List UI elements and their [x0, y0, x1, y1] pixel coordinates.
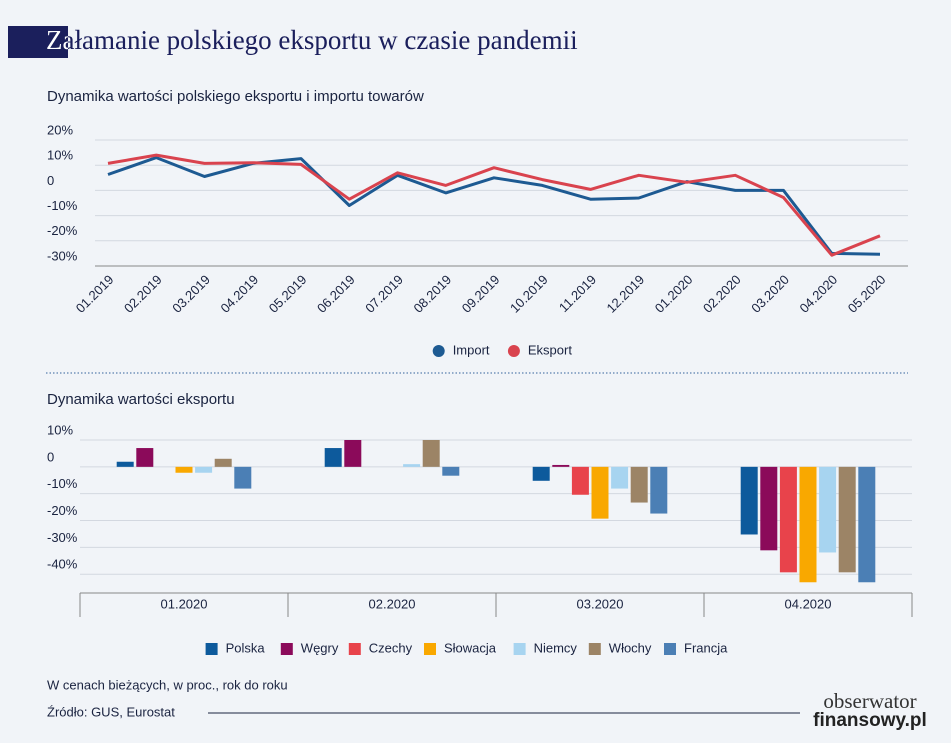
legend-marker — [348, 643, 361, 655]
chart-title: Dynamika wartości eksportu — [47, 391, 235, 408]
bar — [552, 464, 570, 467]
logo-bottom: finansowy.pl — [813, 710, 927, 731]
x-tick-label: 01.2020 — [161, 596, 208, 611]
legend-label: Czechy — [369, 640, 413, 655]
bar — [650, 466, 668, 514]
bar — [324, 448, 342, 467]
page-title: Załamanie polskiego eksportu w czasie pa… — [46, 25, 578, 55]
legend-marker — [280, 643, 293, 655]
y-tick-label: -10% — [47, 476, 78, 491]
source: Źródło: GUS, Eurostat — [47, 704, 175, 719]
bar — [630, 466, 648, 503]
bar — [779, 466, 797, 573]
legend-marker — [588, 643, 601, 655]
legend-label: Węgry — [301, 640, 339, 655]
y-tick-label: -20% — [47, 503, 78, 518]
bar — [760, 466, 778, 551]
bar — [611, 466, 629, 489]
bar — [116, 461, 134, 467]
bar — [838, 466, 856, 573]
bar — [234, 466, 252, 489]
bar — [740, 466, 758, 535]
x-tick-label: 03.2020 — [577, 596, 624, 611]
legend-label: Polska — [226, 640, 266, 655]
legend-label: Niemcy — [534, 640, 578, 655]
line-series — [107, 156, 881, 256]
legend-label: Import — [453, 342, 490, 357]
legend-label: Francja — [684, 640, 728, 655]
x-tick-label: 02.2020 — [369, 596, 416, 611]
legend-label: Słowacja — [444, 640, 497, 655]
legend-marker — [664, 643, 676, 655]
y-tick-label: -10% — [47, 198, 78, 213]
bar — [532, 466, 550, 481]
y-tick-label: 20% — [47, 122, 73, 137]
legend-marker — [432, 345, 445, 357]
y-tick-label: -20% — [47, 223, 78, 238]
bar — [799, 466, 817, 583]
y-tick-label: -30% — [47, 248, 78, 263]
bar — [195, 466, 213, 473]
y-tick-label: -30% — [47, 530, 78, 545]
title-block — [8, 26, 68, 58]
y-tick-label: -40% — [47, 557, 78, 572]
bar — [136, 448, 154, 467]
bar — [422, 440, 440, 467]
line-series — [107, 153, 881, 257]
y-tick-label: 0 — [47, 173, 54, 188]
bar — [819, 466, 837, 553]
bar — [403, 464, 421, 467]
chart-title: Dynamika wartości polskiego eksportu i i… — [47, 88, 424, 105]
y-tick-label: 10% — [47, 422, 73, 437]
bar — [214, 458, 232, 467]
bar — [571, 466, 589, 495]
footnote: W cenach bieżących, w proc., rok do roku — [47, 677, 288, 692]
x-tick-label: 04.2020 — [785, 596, 832, 611]
bar — [591, 466, 609, 519]
legend-label: Eksport — [528, 342, 572, 357]
logo-top: obserwator — [823, 689, 916, 713]
legend-marker — [507, 345, 520, 357]
legend-marker — [205, 643, 218, 655]
bar — [858, 466, 876, 583]
bar — [175, 466, 193, 473]
y-tick-label: 0 — [47, 449, 54, 464]
y-tick-label: 10% — [47, 148, 73, 163]
bar — [442, 466, 460, 476]
legend-marker — [424, 643, 436, 655]
bar — [344, 440, 362, 467]
legend-label: Włochy — [609, 640, 652, 655]
legend-marker — [513, 643, 526, 655]
